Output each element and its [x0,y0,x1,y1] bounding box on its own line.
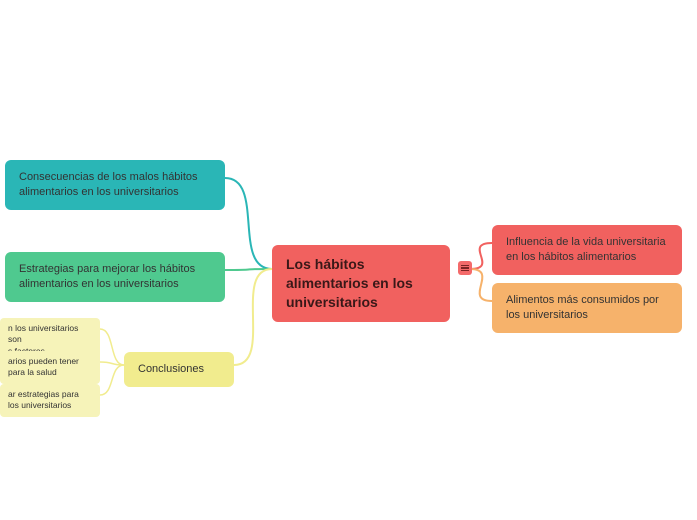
branch-l3[interactable]: Conclusiones [124,352,234,387]
branch-l1[interactable]: Consecuencias de los malos hábitos alime… [5,160,225,210]
conclusion-child-1[interactable]: arios pueden tener para la salud [0,351,100,384]
branch-r2[interactable]: Alimentos más consumidos por los univers… [492,283,682,333]
center-node[interactable]: Los hábitos alimentarios en los universi… [272,245,450,322]
branch-r1[interactable]: Influencia de la vida universitaria en l… [492,225,682,275]
note-icon[interactable] [458,261,472,275]
branch-l2[interactable]: Estrategias para mejorar los hábitos ali… [5,252,225,302]
conclusion-child-2[interactable]: ar estrategias para los universitarios [0,384,100,417]
